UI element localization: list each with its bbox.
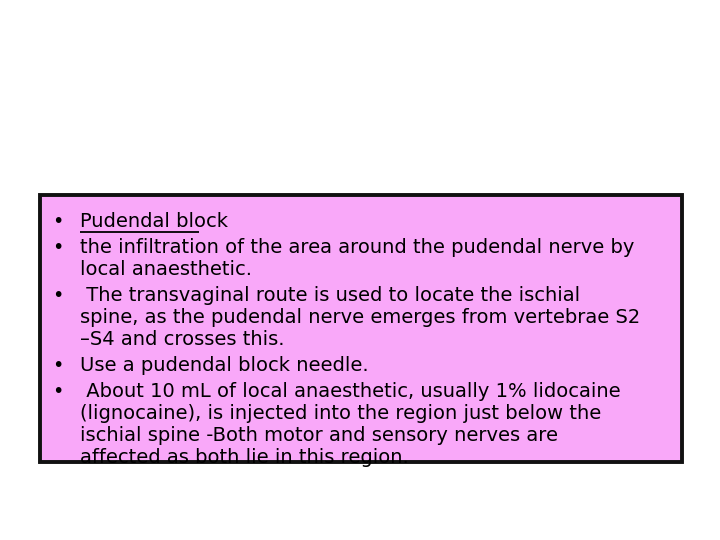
FancyBboxPatch shape — [40, 195, 682, 462]
Text: •: • — [52, 238, 63, 257]
Text: the infiltration of the area around the pudendal nerve by
local anaesthetic.: the infiltration of the area around the … — [80, 238, 634, 279]
Text: Use a pudendal block needle.: Use a pudendal block needle. — [80, 356, 369, 375]
Text: The transvaginal route is used to locate the ischial
spine, as the pudendal nerv: The transvaginal route is used to locate… — [80, 286, 640, 349]
Text: •: • — [52, 212, 63, 231]
Text: About 10 mL of local anaesthetic, usually 1% lidocaine
(lignocaine), is injected: About 10 mL of local anaesthetic, usuall… — [80, 382, 621, 467]
Text: •: • — [52, 382, 63, 401]
Text: Pudendal block: Pudendal block — [80, 212, 228, 231]
Text: •: • — [52, 286, 63, 305]
Text: •: • — [52, 356, 63, 375]
